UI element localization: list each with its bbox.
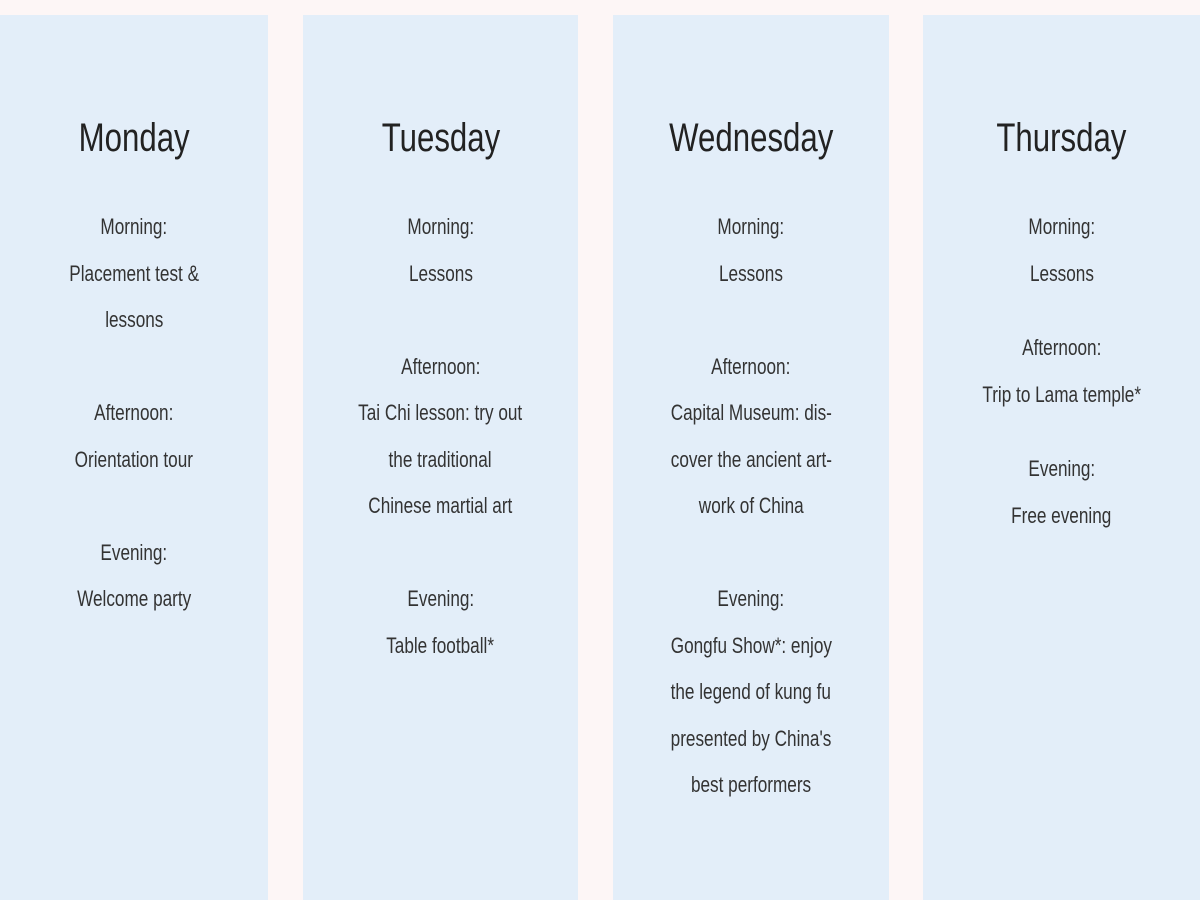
- day-heading: Thursday: [923, 115, 1200, 161]
- slot-label-text: Morning:: [100, 214, 168, 239]
- slot-label: Morning:: [923, 204, 1200, 251]
- slot-activity-text: the legend of kung fu: [670, 679, 832, 704]
- slot-activity: Tai Chi lesson: try out: [303, 390, 578, 437]
- slot-activity-text: Lessons: [719, 260, 783, 286]
- schedule-slot: Morning: Lessons: [923, 204, 1200, 297]
- day-card-monday: Monday Morning: Placement test & lessons Aft…: [0, 15, 268, 900]
- slot-activity-text: Chinese martial art: [368, 493, 513, 518]
- day-heading-text: Thursday: [996, 116, 1127, 160]
- day-heading: Monday: [0, 115, 268, 161]
- schedule-slot: Morning: Lessons: [613, 204, 889, 297]
- slot-label-text: Afternoon:: [1021, 335, 1102, 360]
- day-heading-text: Wednesday: [668, 116, 834, 160]
- slot-activity: work of China: [613, 483, 889, 530]
- slot-activity: Lessons: [613, 251, 889, 298]
- slot-activity: best performers: [613, 762, 889, 809]
- schedule-slot: Afternoon: Capital Museum: dis-cover the …: [613, 344, 889, 530]
- slot-activity-text: Free evening: [1011, 502, 1112, 528]
- slot-label-text: Evening:: [1028, 456, 1095, 481]
- slot-label: Evening:: [923, 446, 1200, 493]
- schedule-slot: Morning: Lessons: [303, 204, 578, 297]
- slot-label: Evening:: [303, 576, 578, 623]
- slot-activity-text: Lessons: [408, 260, 473, 286]
- slot-activity-text: cover the ancient art-: [670, 446, 832, 472]
- slot-activity-text: presented by China's: [670, 725, 832, 751]
- slot-activity: cover the ancient art-: [613, 437, 889, 484]
- slot-activity: Gongfu Show*: enjoy: [613, 623, 889, 670]
- day-card-wednesday: Wednesday Morning: Lessons Afternoon: Capita…: [613, 15, 889, 900]
- slot-label-text: Evening:: [407, 586, 474, 611]
- slot-activity: Capital Museum: dis-: [613, 390, 889, 437]
- schedule-slot: Evening: Table football*: [303, 576, 578, 669]
- slot-label-text: Evening:: [100, 539, 168, 565]
- slot-label-text: Afternoon:: [94, 400, 174, 425]
- slot-activity-text: Welcome party: [76, 586, 192, 611]
- schedule-slot: Afternoon: Trip to Lama temple*: [923, 325, 1200, 418]
- slot-label-text: Morning:: [407, 214, 474, 239]
- slot-activity-text: lessons: [104, 307, 164, 332]
- slot-activity: the legend of kung fu: [613, 669, 889, 716]
- slot-activity: Orientation tour: [0, 437, 268, 484]
- slot-activity-text: Table football*: [386, 632, 495, 658]
- slot-activity: the traditional: [303, 437, 578, 484]
- slot-activity-text: Lessons: [1029, 260, 1094, 286]
- slot-label-text: Afternoon:: [711, 353, 791, 379]
- slot-activity: Table football*: [303, 623, 578, 670]
- day-heading-text: Tuesday: [381, 116, 500, 160]
- slot-label-text: Morning:: [717, 214, 785, 239]
- slot-label: Afternoon:: [923, 325, 1200, 372]
- slot-activity: Placement test &: [0, 251, 268, 298]
- slot-label-text: Afternoon:: [400, 353, 481, 379]
- slot-activity-text: Placement test &: [69, 260, 199, 286]
- slot-activity-text: Gongfu Show*: enjoy: [670, 632, 832, 658]
- slot-activity: Lessons: [923, 251, 1200, 298]
- schedule-slot: Morning: Placement test & lessons: [0, 204, 268, 344]
- slot-label: Morning:: [303, 204, 578, 251]
- slot-label: Afternoon:: [0, 390, 268, 437]
- slot-label: Morning:: [613, 204, 889, 251]
- slot-activity: Trip to Lama temple*: [923, 372, 1200, 419]
- slot-activity-text: Trip to Lama temple*: [982, 381, 1141, 407]
- slot-activity-text: the traditional: [388, 446, 493, 472]
- slot-label-text: Morning:: [1028, 214, 1095, 239]
- schedule-slot: Evening: Gongfu Show*: enjoy the legend of…: [613, 576, 889, 809]
- slot-activity: presented by China's: [613, 716, 889, 763]
- slot-label: Morning:: [0, 204, 268, 251]
- slot-activity: lessons: [0, 297, 268, 344]
- day-heading: Wednesday: [613, 115, 889, 161]
- slot-activity: Lessons: [303, 251, 578, 298]
- slot-activity-text: work of China: [698, 493, 804, 518]
- schedule-slot: Afternoon: Orientation tour: [0, 390, 268, 483]
- schedule-slot: Afternoon: Tai Chi lesson: try out the tra…: [303, 344, 578, 530]
- slot-label-text: Evening:: [717, 586, 785, 611]
- slot-label: Afternoon:: [613, 344, 889, 391]
- slot-label: Afternoon:: [303, 344, 578, 391]
- slot-activity-text: Tai Chi lesson: try out: [358, 400, 523, 425]
- slot-label: Evening:: [613, 576, 889, 623]
- slot-activity: Chinese martial art: [303, 483, 578, 530]
- slot-activity: Free evening: [923, 493, 1200, 540]
- day-card-tuesday: Tuesday Morning: Lessons Afternoon: Tai Chi …: [303, 15, 578, 900]
- day-card-thursday: Thursday Morning: Lessons Afternoon: Trip to…: [923, 15, 1200, 900]
- slot-label: Evening:: [0, 530, 268, 577]
- slot-activity-text: Orientation tour: [74, 446, 194, 472]
- day-heading-text: Monday: [78, 116, 190, 160]
- slot-activity: Welcome party: [0, 576, 268, 623]
- slot-activity-text: Capital Museum: dis-: [670, 400, 832, 425]
- slot-activity-text: best performers: [690, 772, 812, 797]
- schedule-slot: Evening: Free evening: [923, 446, 1200, 539]
- schedule-slot: Evening: Welcome party: [0, 530, 268, 623]
- day-heading: Tuesday: [303, 115, 578, 161]
